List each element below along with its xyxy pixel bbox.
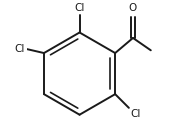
Text: Cl: Cl bbox=[74, 3, 85, 13]
Text: Cl: Cl bbox=[14, 44, 25, 54]
Text: O: O bbox=[129, 3, 137, 13]
Text: Cl: Cl bbox=[130, 109, 141, 119]
